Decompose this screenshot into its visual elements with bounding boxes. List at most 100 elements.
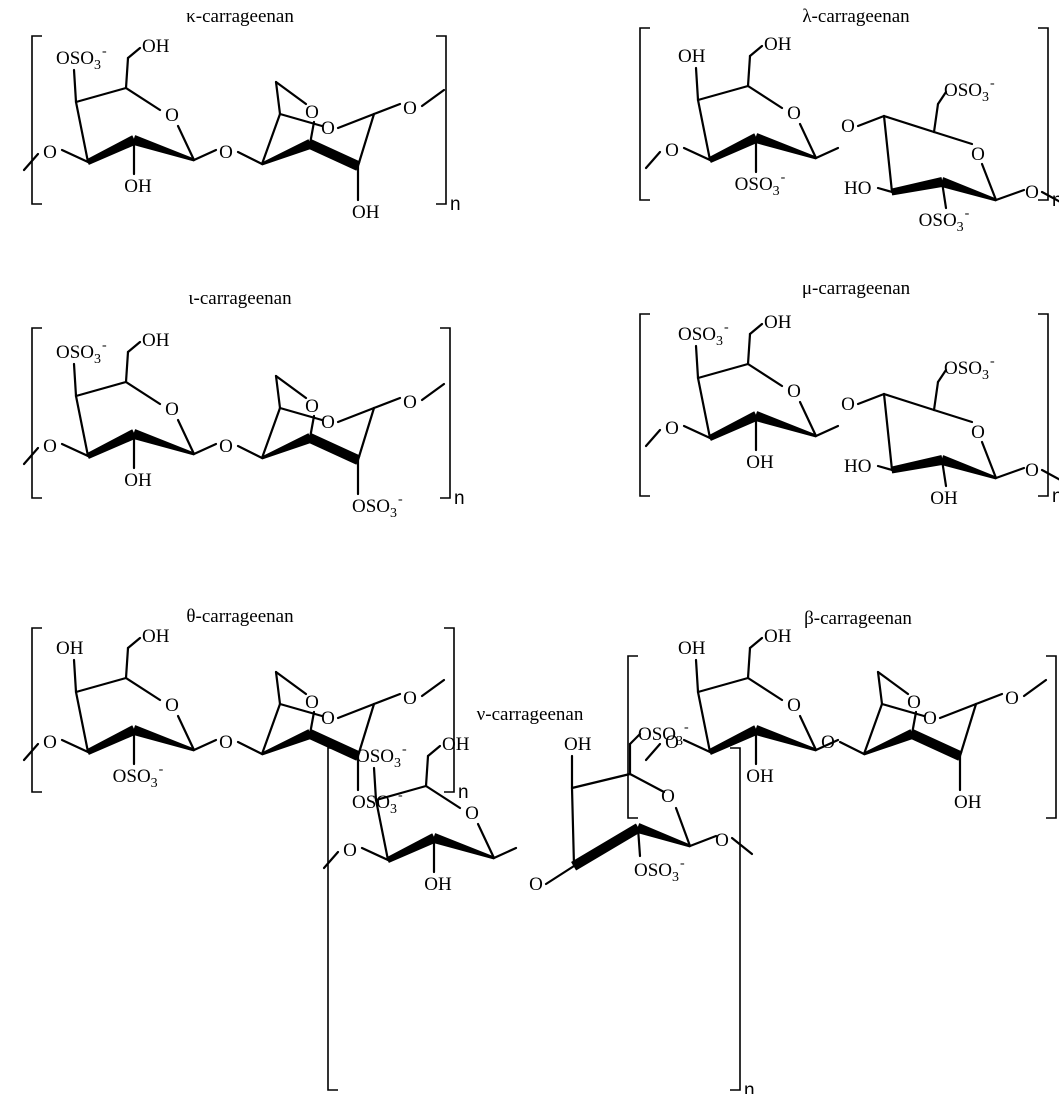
bond-chain-right xyxy=(1040,190,1059,203)
atom-label-ring1-top-right: OH xyxy=(764,34,792,55)
bond-c2-sub xyxy=(940,458,948,488)
bond-c4-c5 xyxy=(882,114,936,134)
repeat-label: n xyxy=(454,488,465,509)
bond-c6-o36 xyxy=(876,670,910,696)
bond-c4-o xyxy=(694,658,700,694)
structure-title: ι-carrageenan xyxy=(188,288,292,309)
bond-c5-c6 xyxy=(746,332,752,366)
bond-chain-right xyxy=(420,88,446,108)
glycosidic-oxygen: O xyxy=(665,418,679,439)
glycosidic-oxygen-right: O xyxy=(1025,182,1039,203)
bond-c2-c1 xyxy=(958,702,978,758)
bond-c4-c5 xyxy=(696,676,750,694)
bond-c2-c1 xyxy=(356,702,376,758)
atom-label-ring1-top-right: OH xyxy=(142,36,170,57)
bond-c3-ho xyxy=(876,464,894,472)
atom-label-ring1-top-left: OSO3- xyxy=(678,320,729,349)
structure-lambda: λ-carrageenan O OH OH O OSO3- O O OSO3- HO OSO3- O n xyxy=(639,6,1059,235)
bond-o5-c1 xyxy=(980,162,998,202)
bond-c4-c5 xyxy=(696,362,750,380)
bond-o5-c1 xyxy=(176,124,196,162)
glycosidic-oxygen-right: O xyxy=(715,830,729,851)
atom-label-ring1-bottom: OH xyxy=(746,452,774,473)
glycosidic-oxygen-right: O xyxy=(1005,688,1019,709)
bond-chain-left xyxy=(22,446,40,466)
structure-title: μ-carrageenan xyxy=(802,278,911,299)
ring-oxygen: O xyxy=(165,399,179,420)
bracket-right xyxy=(730,747,741,1091)
ring-oxygen-2: O xyxy=(321,708,335,729)
glycosidic-oxygen: O xyxy=(43,142,57,163)
bracket-left xyxy=(31,627,42,793)
atom-label-ring1-top-right: OH xyxy=(764,626,792,647)
bond-o-c4 xyxy=(856,392,886,406)
bracket-right xyxy=(1046,655,1057,819)
bond-c6-o36 xyxy=(274,80,308,106)
bond-c4-o xyxy=(372,766,378,802)
bond-c4-c5 xyxy=(882,392,936,412)
bond-c6-sub xyxy=(936,90,948,106)
bond-c3-o xyxy=(60,442,90,458)
bond-chain-left xyxy=(644,742,662,762)
atom-label-ring1-top-right: OH xyxy=(142,626,170,647)
bracket-right xyxy=(436,35,447,205)
bond-o5-c1 xyxy=(798,714,818,752)
atom-label-ring1-top-right: OH xyxy=(442,734,470,755)
bond-c4-o xyxy=(694,66,700,102)
bond-c5-c6 xyxy=(274,374,282,410)
bond-c6-oh xyxy=(748,322,764,336)
bond-o36-c3 xyxy=(910,710,918,736)
bond-c3-o xyxy=(682,424,712,440)
glycosidic-oxygen: O xyxy=(43,436,57,457)
bond-c4-o xyxy=(72,68,78,104)
wedge-c3-c2 xyxy=(307,139,361,171)
bond-c5-o5 xyxy=(424,784,462,810)
bond-c5-c6 xyxy=(746,54,752,88)
anhydro-oxygen: O xyxy=(907,692,921,713)
bond-c5-o5 xyxy=(746,362,784,388)
wedge-c3-c2 xyxy=(86,725,137,755)
atom-label-ring2-bottom: OSO3- xyxy=(352,788,403,817)
bond-c1-o xyxy=(994,188,1026,202)
atom-label-ring2-bottom: OSO3- xyxy=(352,492,403,521)
bond-c3-o xyxy=(60,148,90,164)
bond-c4-o xyxy=(72,362,78,398)
bond-c6-o36 xyxy=(274,670,308,696)
bond-chain-right xyxy=(1022,678,1048,698)
glycosidic-oxygen: O xyxy=(665,732,679,753)
bond-c1-o xyxy=(372,396,402,410)
bond-chain-left xyxy=(22,742,40,762)
glycosidic-oxygen: O xyxy=(43,732,57,753)
glycosidic-oxygen-link: O xyxy=(841,116,855,137)
wedge-c3-c2 xyxy=(708,725,759,755)
bond-c4-c3 xyxy=(696,376,712,440)
bond-o-c4 xyxy=(236,150,264,166)
glycosidic-oxygen-right: O xyxy=(403,392,417,413)
glycosidic-oxygen: O xyxy=(343,840,357,861)
bond-c3-c4 xyxy=(570,786,576,868)
ring-oxygen-2: O xyxy=(923,708,937,729)
ring-oxygen: O xyxy=(165,105,179,126)
bond-c6-o36 xyxy=(274,374,308,400)
bond-c4-c5 xyxy=(374,784,428,802)
bond-c4-c5 xyxy=(74,380,128,398)
bond-c5-o5 xyxy=(880,702,926,718)
ring-oxygen-2: O xyxy=(661,786,675,807)
atom-label-ring1-bottom: OH xyxy=(124,470,152,491)
bond-chain-right xyxy=(1040,468,1059,481)
bond-c1-o xyxy=(192,148,218,162)
atom-label-ring2-left: HO xyxy=(844,456,871,477)
bond-c5-o5 xyxy=(746,676,784,702)
bond-c4-o xyxy=(72,658,78,694)
bond-c3-ho xyxy=(876,186,894,194)
bond-chain-right xyxy=(730,836,754,856)
bond-c4-c5 xyxy=(696,84,750,102)
bond-c3-o xyxy=(682,146,712,162)
bond-c6-oh xyxy=(126,636,142,650)
repeat-label: n xyxy=(1052,486,1059,507)
bond-chain-right xyxy=(420,382,446,402)
bond-chain-left xyxy=(644,428,662,448)
bond-o36-c3 xyxy=(308,120,316,146)
